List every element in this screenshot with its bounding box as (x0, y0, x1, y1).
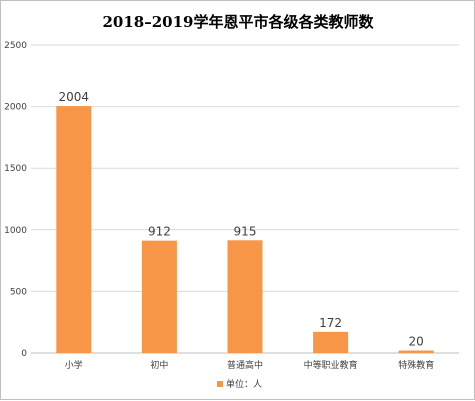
y-tick-label: 2500 (4, 41, 27, 51)
data-label: 172 (319, 316, 342, 330)
y-tick-label: 0 (21, 349, 27, 359)
bars (56, 106, 434, 353)
x-tick-label: 特殊教育 (398, 359, 434, 371)
y-tick-label: 1000 (4, 226, 27, 236)
data-label: 912 (148, 225, 171, 239)
bar (141, 240, 177, 353)
x-tick-label: 中等职业教育 (304, 359, 358, 371)
data-label: 20 (409, 335, 424, 349)
gridlines (31, 44, 459, 354)
data-label: 915 (234, 224, 257, 238)
x-tick-label: 普通高中 (227, 359, 263, 371)
x-tick-label: 初中 (150, 359, 168, 371)
y-tick-label: 500 (10, 287, 27, 297)
chart-title: 2018–2019学年恩平市各级各类教师数 (103, 13, 375, 31)
bar (56, 106, 92, 353)
data-label: 2004 (59, 90, 90, 104)
bar (398, 350, 434, 353)
bar (313, 331, 349, 353)
data-labels: 2004 912 915 172 20 (59, 90, 424, 348)
y-tick-label: 2000 (4, 103, 27, 113)
legend: 单位：人 (217, 378, 262, 390)
x-tick-label: 小学 (65, 359, 83, 371)
legend-label: 单位：人 (226, 378, 262, 390)
legend-swatch (217, 381, 223, 387)
y-axis-ticks: 0 500 1000 1500 2000 2500 (4, 41, 27, 359)
x-axis-ticks: 小学 初中 普通高中 中等职业教育 特殊教育 (65, 359, 434, 371)
y-tick-label: 1500 (4, 164, 27, 174)
bar (227, 240, 263, 353)
